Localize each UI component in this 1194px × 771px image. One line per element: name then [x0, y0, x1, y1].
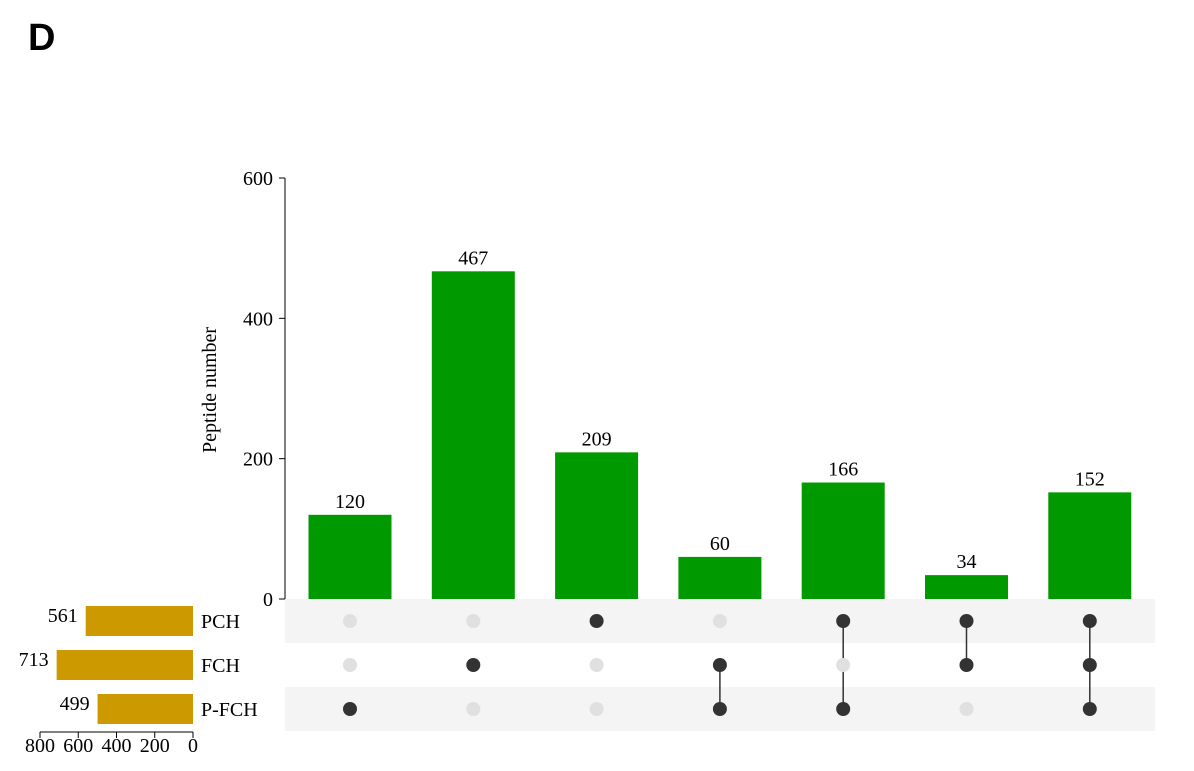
bar-value-label: 166: [828, 459, 858, 481]
bar: [431, 271, 515, 599]
bar: [308, 514, 392, 599]
member-dot: [959, 658, 974, 672]
bar: [555, 452, 639, 599]
bar-value-label: 209: [582, 428, 612, 450]
empty-dot: [712, 614, 727, 628]
y-tick-label: 0: [263, 589, 273, 611]
empty-dot: [589, 702, 604, 716]
set-name: FCH: [201, 655, 240, 677]
set-size-label: 713: [19, 649, 49, 671]
set-x-tick-label: 200: [140, 735, 170, 757]
set-x-tick-label: 600: [63, 735, 93, 757]
bar: [925, 575, 1008, 599]
bar: [801, 482, 885, 599]
empty-dot: [343, 658, 357, 672]
empty-dot: [466, 614, 481, 628]
set-size-label: 561: [48, 605, 78, 627]
bar-value-label: 34: [957, 551, 977, 573]
member-dot: [712, 702, 727, 716]
bar-value-label: 60: [710, 533, 730, 555]
member-dot: [343, 702, 357, 716]
set-size-label: 499: [60, 693, 90, 715]
bar: [1048, 492, 1132, 599]
bar-value-label: 152: [1075, 468, 1105, 490]
set-x-tick-label: 0: [188, 735, 198, 757]
member-dot: [836, 702, 851, 716]
set-size-bar: [85, 606, 193, 636]
y-tick-label: 600: [243, 168, 273, 190]
set-name: P-FCH: [201, 699, 258, 721]
y-tick-label: 200: [243, 449, 273, 471]
member-dot: [712, 658, 727, 672]
empty-dot: [959, 702, 974, 716]
y-tick-label: 400: [243, 308, 273, 330]
panel-label: D: [28, 17, 55, 59]
member-dot: [1082, 702, 1097, 716]
set-name: PCH: [201, 611, 240, 633]
empty-dot: [589, 658, 604, 672]
empty-dot: [836, 658, 851, 672]
member-dot: [1082, 614, 1097, 628]
member-dot: [589, 614, 604, 628]
member-dot: [1082, 658, 1097, 672]
y-axis-label: Peptide number: [199, 327, 221, 453]
member-dot: [959, 614, 974, 628]
bar: [678, 556, 762, 599]
bar-value-label: 120: [335, 491, 365, 513]
member-dot: [836, 614, 851, 628]
set-x-tick-label: 400: [102, 735, 132, 757]
set-size-bar: [56, 650, 193, 680]
set-x-tick-label: 800: [25, 735, 55, 757]
empty-dot: [466, 702, 481, 716]
bar-value-label: 467: [458, 247, 488, 269]
empty-dot: [343, 614, 357, 628]
set-size-bar: [97, 694, 193, 724]
member-dot: [466, 658, 481, 672]
